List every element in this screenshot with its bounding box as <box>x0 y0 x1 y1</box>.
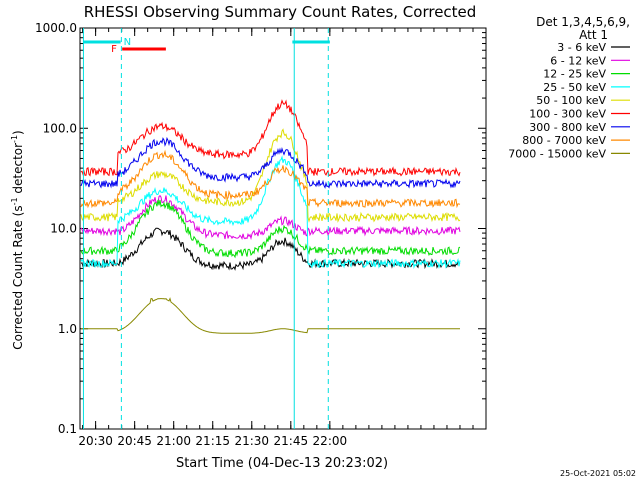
timestamp: 25-Oct-2021 05:02 <box>560 469 636 478</box>
x-tick-label: 21:30 <box>234 434 269 448</box>
series-line <box>80 128 461 223</box>
series-layer <box>80 99 461 334</box>
plot-border <box>79 27 487 430</box>
legend-entry-label: 300 - 800 keV <box>529 121 606 134</box>
x-axis-label: Start Time (04-Dec-13 20:23:02) <box>176 456 388 471</box>
series-line <box>80 99 461 177</box>
legend-entry-label: 100 - 300 keV <box>529 108 606 121</box>
legend-entry-label: 800 - 7000 keV <box>522 134 606 147</box>
y-axis-label: Corrected Count Rate (s-1 detector-1) <box>10 130 25 349</box>
x-axis: 20:30 20:45 21:00 21:15 21:30 21:45 22:00 <box>78 28 474 448</box>
plot-frame <box>79 27 487 430</box>
x-tick-label: 21:00 <box>156 434 191 448</box>
y-tick-label: 1.0 <box>58 322 77 336</box>
x-tick-label: 21:45 <box>274 434 309 448</box>
legend-entry-label: 25 - 50 keV <box>543 81 606 94</box>
legend-entry-label: 7000 - 15000 keV <box>508 147 606 160</box>
x-tick-label: 20:30 <box>78 434 113 448</box>
series-line <box>80 136 461 189</box>
y-tick-label: 0.1 <box>58 422 77 436</box>
flare-bar-label: F <box>111 44 117 55</box>
legend-entry-label: 12 - 25 keV <box>543 68 606 81</box>
y-tick-label: 1000.0 <box>35 21 77 35</box>
series-line <box>81 297 460 334</box>
x-tick-label: 21:15 <box>195 434 230 448</box>
series-line <box>80 155 461 270</box>
legend-title-line1: Det 1,3,4,5,6,9, <box>536 15 630 29</box>
y-label-sup1: -1 <box>10 197 19 205</box>
legend-entry-label: 6 - 12 keV <box>550 54 606 67</box>
y-label-sup2: -1 <box>10 135 19 143</box>
markers-layer: NF <box>82 28 330 429</box>
y-tick-label: 10.0 <box>50 222 77 236</box>
chart-title: RHESSI Observing Summary Count Rates, Co… <box>84 3 477 21</box>
series-line <box>80 149 461 209</box>
x-tick-label: 22:00 <box>313 434 348 448</box>
series-line <box>80 194 461 241</box>
y-label-main: Corrected Count Rate (s <box>11 205 25 349</box>
y-label-mid: detector <box>11 143 25 198</box>
y-label-end: ) <box>11 130 25 135</box>
legend-entry-label: 3 - 6 keV <box>557 41 606 54</box>
legend-title-line2: Att 1 <box>579 28 608 42</box>
night-bar-label: N <box>124 37 131 48</box>
x-tick-label: 20:45 <box>117 434 152 448</box>
series-line <box>80 199 461 259</box>
y-tick-label: 100.0 <box>43 121 77 135</box>
legend-entry-label: 50 - 100 keV <box>536 94 606 107</box>
